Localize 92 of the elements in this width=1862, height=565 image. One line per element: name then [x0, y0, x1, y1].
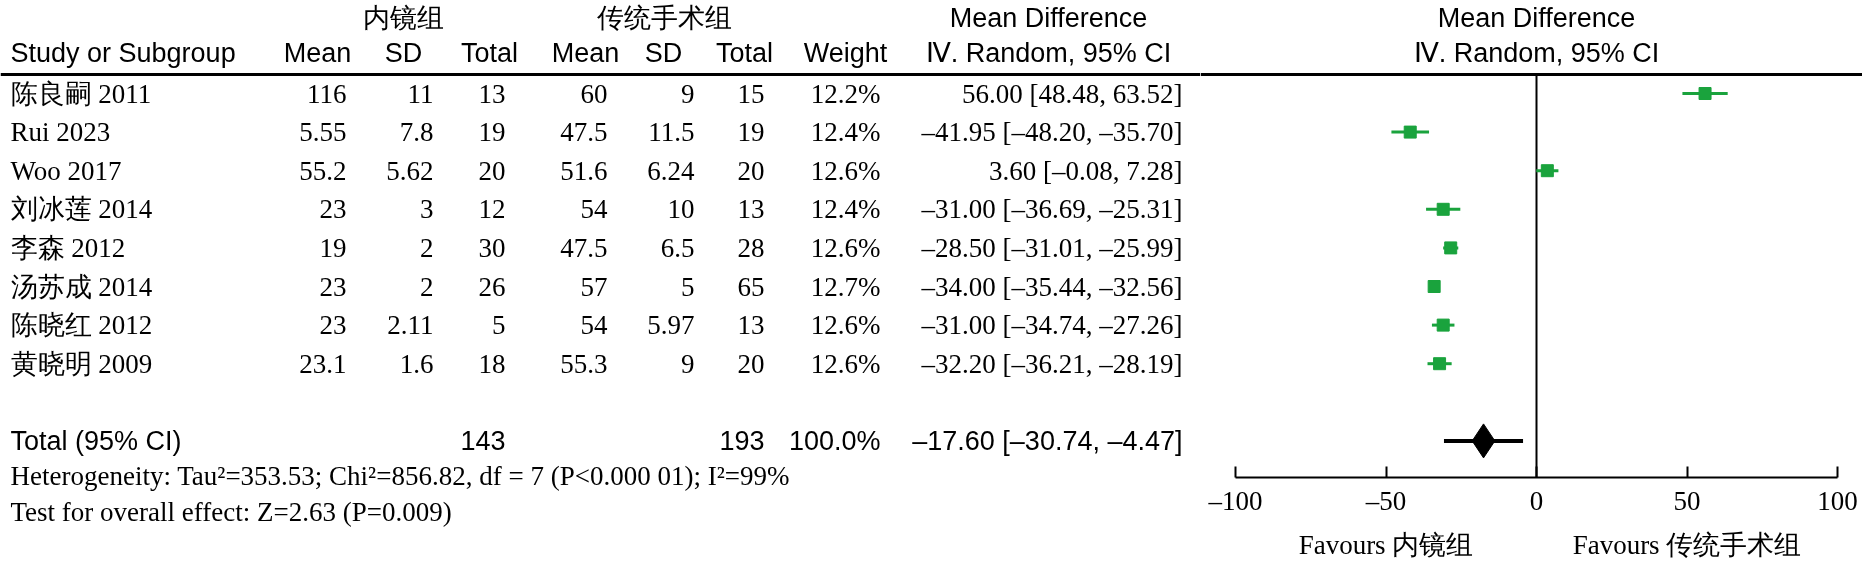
category-label: 李森 2012: [10, 232, 126, 263]
data-label: –34.00 [–35.44, –32.56]: [920, 271, 1183, 302]
x-tick-label: 100: [1817, 485, 1858, 516]
category-label: 刘冰莲 2014: [10, 194, 153, 225]
data-label: 56.00 [48.48, 63.52]: [962, 78, 1183, 109]
data-label: 3.60 [–0.08, 7.28]: [989, 155, 1183, 186]
data-label: 23.1: [299, 348, 347, 379]
text: 传统手术组: [597, 2, 732, 33]
data-label: 65: [737, 271, 765, 302]
text: Study or Subgroup: [10, 37, 236, 68]
text: SD: [384, 37, 423, 68]
text: Ⅳ. Random, 95% CI: [925, 37, 1172, 68]
data-label: 20: [737, 348, 765, 379]
text: Mean: [551, 37, 620, 68]
data-label: 51.6: [560, 155, 608, 186]
data-label: 5.97: [647, 310, 695, 341]
data-label: 19: [737, 117, 765, 148]
text: 内镜组: [363, 2, 444, 33]
data-label: 30: [478, 232, 506, 263]
data-label: 28: [737, 232, 765, 263]
data-label: 12.6%: [810, 155, 881, 186]
text: Test for overall effect: Z=2.63 (P=0.009): [10, 496, 452, 527]
data-label: 47.5: [560, 232, 608, 263]
data-label: 15: [737, 78, 765, 109]
data-label: 12: [478, 194, 506, 225]
data-label: 23: [319, 271, 347, 302]
data-label: 18: [478, 348, 506, 379]
data-label: 54: [580, 194, 608, 225]
text: Heterogeneity: Tau²=353.53; Chi²=856.82, df = 7 (P<0.000 01); I²=99%: [10, 460, 790, 491]
data-label: –31.00 [–34.74, –27.26]: [920, 310, 1183, 341]
data-label: 11: [407, 78, 434, 109]
data-label: –31.00 [–36.69, –25.31]: [920, 194, 1183, 225]
text: Mean Difference: [949, 2, 1148, 33]
data-label: 60: [580, 78, 608, 109]
data-label: –32.20 [–36.21, –28.19]: [920, 348, 1183, 379]
category-label: 陈晓红 2012: [10, 310, 153, 341]
data-label: 12.7%: [810, 271, 881, 302]
data-label: 6.24: [647, 155, 695, 186]
data-label: –17.60 [–30.74, –4.47]: [912, 425, 1183, 456]
data-label: 54: [580, 310, 608, 341]
data-label: 5: [681, 271, 695, 302]
data-label: 10: [667, 194, 695, 225]
category-label: 汤苏成 2014: [10, 271, 153, 302]
text: Total: [715, 37, 774, 68]
data-label: 55.2: [299, 155, 347, 186]
data-label: 3: [420, 194, 434, 225]
text: Weight: [803, 37, 888, 68]
data-label: 13: [737, 310, 765, 341]
data-label: 5: [492, 310, 506, 341]
data-label: 11.5: [648, 117, 695, 148]
data-label: 23: [319, 194, 347, 225]
category-label: Total (95% CI): [10, 425, 182, 456]
data-label: 193: [719, 426, 765, 457]
text: Total: [460, 37, 519, 68]
data-label: 13: [478, 78, 506, 109]
data-label: 9: [681, 348, 695, 379]
category-label: Rui 2023: [10, 117, 111, 148]
text: Mean: [283, 37, 352, 68]
data-label: 12.4%: [810, 117, 881, 148]
data-label: 2.11: [387, 310, 434, 341]
data-label: –28.50 [–31.01, –25.99]: [920, 232, 1183, 263]
data-label: 2: [420, 232, 434, 263]
data-label: 12.2%: [810, 78, 881, 109]
data-label: 13: [737, 194, 765, 225]
data-label: 19: [319, 232, 347, 263]
data-label: 5.62: [386, 155, 434, 186]
data-label: 57: [580, 271, 608, 302]
data-label: 143: [460, 426, 506, 457]
data-label: 55.3: [560, 348, 608, 379]
data-label: 12.6%: [810, 310, 881, 341]
data-label: 12.6%: [810, 348, 881, 379]
data-label: 47.5: [560, 117, 608, 148]
data-label: 20: [737, 155, 765, 186]
data-label: 1.6: [399, 348, 434, 379]
data-label: 26: [478, 271, 506, 302]
data-label: 116: [307, 78, 347, 109]
category-label: 陈良嗣 2011: [10, 78, 152, 109]
data-label: –41.95 [–48.20, –35.70]: [920, 117, 1183, 148]
category-label: Woo 2017: [10, 155, 122, 186]
data-label: 23: [319, 310, 347, 341]
data-label: 12.6%: [810, 232, 881, 263]
data-label: 7.8: [399, 117, 434, 148]
data-label: 5.55: [299, 117, 347, 148]
data-label: 100.0%: [788, 425, 881, 456]
data-label: 2: [420, 271, 434, 302]
data-label: 6.5: [660, 232, 695, 263]
data-label: 19: [478, 117, 506, 148]
text: SD: [644, 37, 683, 68]
category-label: 黄晓明 2009: [10, 348, 153, 379]
data-label: 9: [681, 78, 695, 109]
data-label: 12.4%: [810, 194, 881, 225]
data-label: 20: [478, 155, 506, 186]
